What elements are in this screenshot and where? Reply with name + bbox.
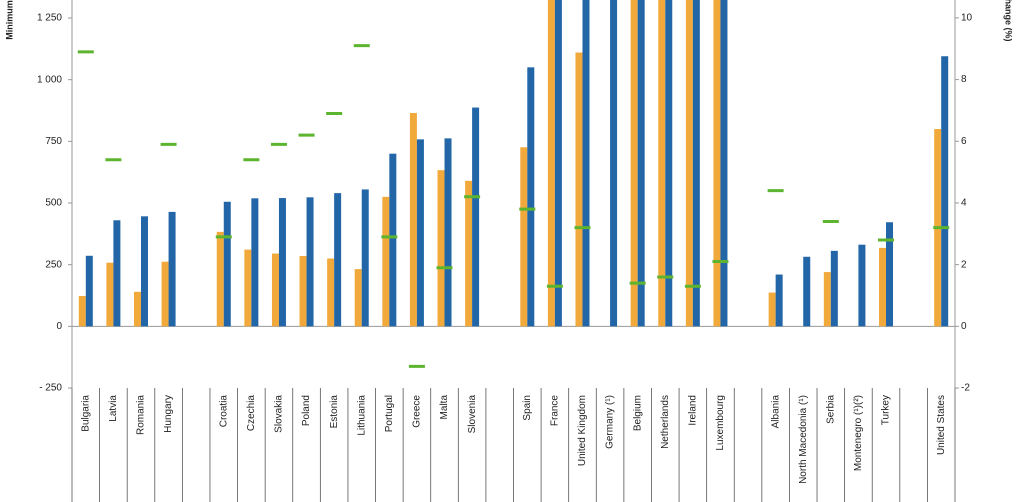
- bar: [306, 197, 314, 327]
- x-tick-label: Estonia: [329, 395, 340, 429]
- bar: [658, 0, 666, 327]
- bar: [582, 0, 590, 327]
- x-tick-label: Slovakia: [274, 395, 285, 433]
- y-tick-label: 750: [45, 136, 62, 147]
- x-tick-label: Latvia: [108, 395, 119, 422]
- plot-area: [77, 0, 950, 368]
- x-tick-label: North Macedonia (¹): [798, 395, 809, 484]
- bar: [85, 255, 93, 327]
- bar: [575, 52, 583, 327]
- bar: [161, 261, 169, 327]
- bar: [823, 272, 831, 327]
- bar: [416, 139, 424, 327]
- bar: [140, 216, 148, 327]
- bar: [879, 247, 887, 327]
- bar: [610, 0, 618, 327]
- bar: [630, 0, 638, 327]
- bar: [278, 198, 286, 327]
- x-tick-label: Portugal: [384, 395, 395, 432]
- bar: [244, 249, 252, 327]
- bar: [775, 274, 783, 327]
- x-tick-label: Lithuania: [356, 395, 367, 436]
- bar: [547, 0, 555, 327]
- bar: [465, 180, 473, 327]
- y-tick-label: 250: [45, 259, 62, 270]
- bar: [113, 220, 121, 327]
- y-tick-label: 0: [56, 321, 62, 332]
- x-tick-label: France: [550, 395, 561, 427]
- bar: [223, 201, 231, 327]
- x-tick-label: Bulgaria: [80, 395, 91, 432]
- y2-tick-label: -2: [961, 383, 970, 394]
- bar: [720, 0, 728, 327]
- y2-tick-label: 10: [961, 13, 973, 24]
- bar: [271, 253, 279, 327]
- x-tick-label: United States: [936, 395, 947, 455]
- x-tick-label: Turkey: [881, 395, 892, 425]
- bar: [886, 222, 894, 327]
- bar: [527, 67, 535, 327]
- bar: [554, 0, 562, 327]
- y2-tick-label: 2: [961, 259, 967, 270]
- bar: [858, 244, 866, 327]
- bar: [382, 196, 390, 327]
- bar: [78, 295, 86, 327]
- bar: [251, 198, 259, 327]
- y2-tick-label: 6: [961, 136, 967, 147]
- x-tick-label: Poland: [301, 395, 312, 426]
- x-tick-label: Hungary: [163, 395, 174, 433]
- x-tick-label: Serbia: [825, 395, 836, 424]
- y2-tick-label: 4: [961, 198, 967, 209]
- y-tick-label: - 250: [39, 383, 62, 394]
- x-tick-label: Greece: [412, 395, 423, 428]
- y-axis-label: Minimum: [4, 0, 14, 40]
- bar: [830, 250, 838, 327]
- x-tick-label: Luxembourg: [715, 395, 726, 451]
- x-tick-label: Montenegro (¹)(²): [853, 395, 864, 471]
- bar: [389, 153, 397, 327]
- x-tick-label: Slovenia: [467, 395, 478, 434]
- bar: [437, 170, 445, 327]
- x-tick-label: Czechia: [246, 395, 257, 432]
- x-tick-label: Albania: [770, 395, 781, 429]
- x-tick-label: Belgium: [632, 395, 643, 431]
- y-tick-label: 1 000: [37, 74, 62, 85]
- bar: [334, 193, 342, 327]
- bar: [106, 262, 114, 327]
- bar: [354, 269, 362, 327]
- bar: [409, 112, 417, 327]
- bar: [665, 0, 673, 327]
- bar: [768, 292, 776, 327]
- x-tick-label: United Kingdom: [577, 395, 588, 466]
- x-tick-label: Croatia: [218, 395, 229, 428]
- x-tick-label: Germany (¹): [605, 395, 616, 449]
- x-tick-label: Netherlands: [660, 395, 671, 449]
- bar: [472, 107, 480, 327]
- x-tick-label: Spain: [522, 395, 533, 421]
- y-tick-label: 500: [45, 198, 62, 209]
- bar: [520, 147, 528, 327]
- bar: [692, 0, 700, 327]
- y2-tick-label: 8: [961, 74, 967, 85]
- y-tick-label: 1 250: [37, 13, 62, 24]
- bar: [327, 258, 335, 327]
- bar: [216, 231, 224, 327]
- bar: [713, 0, 721, 327]
- bar: [941, 56, 949, 327]
- bar: [637, 0, 645, 327]
- bar: [444, 138, 452, 327]
- x-tick-label: Romania: [136, 395, 147, 435]
- bar: [168, 211, 176, 327]
- bar: [133, 291, 141, 327]
- bar: [803, 256, 811, 327]
- y2-axis-label: hange (%): [1004, 0, 1014, 42]
- y2-tick-label: 0: [961, 321, 967, 332]
- bar: [685, 0, 693, 327]
- x-tick-label: Ireland: [688, 395, 699, 426]
- bar: [299, 256, 307, 327]
- bar: [361, 189, 369, 327]
- x-tick-label: Malta: [439, 395, 450, 420]
